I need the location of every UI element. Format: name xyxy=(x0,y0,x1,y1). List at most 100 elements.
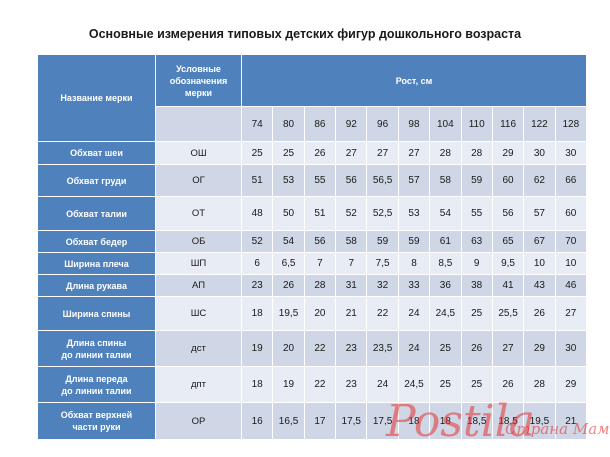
value-cell: 57 xyxy=(524,197,556,231)
value-cell: 56,5 xyxy=(367,165,399,197)
value-cell: 59 xyxy=(398,231,431,253)
value-cell: 6,5 xyxy=(273,253,305,275)
heights-row: 74 80 86 92 96 98 104 110 116 122 128 xyxy=(38,107,588,142)
height-cell: 110 xyxy=(461,107,493,142)
value-cell: 6 xyxy=(242,253,274,275)
value-cell: 63 xyxy=(461,231,493,253)
value-cell: 19 xyxy=(273,367,305,403)
value-cell: 7 xyxy=(304,253,337,275)
value-cell: 10 xyxy=(555,253,588,275)
value-cell: 26 xyxy=(273,275,305,297)
measure-name-line: до линии талии xyxy=(61,349,132,360)
value-cell: 18 xyxy=(430,403,462,440)
measure-name: Обхват бедер xyxy=(38,231,156,253)
measure-code: дпт xyxy=(156,367,242,403)
value-cell: 25 xyxy=(242,142,274,165)
value-cell: 20 xyxy=(304,297,337,331)
value-cell: 25 xyxy=(273,142,305,165)
value-cell: 23,5 xyxy=(367,331,399,367)
value-cell: 8 xyxy=(398,253,431,275)
value-cell: 18,5 xyxy=(492,403,525,440)
value-cell: 25 xyxy=(461,297,493,331)
header-row: Название мерки Условные обозначения мерк… xyxy=(38,55,588,142)
value-cell: 66 xyxy=(555,165,588,197)
value-cell: 46 xyxy=(555,275,588,297)
value-cell: 57 xyxy=(398,165,431,197)
measure-name: Ширина спины xyxy=(38,297,156,331)
value-cell: 17,5 xyxy=(367,403,399,440)
value-cell: 20 xyxy=(273,331,305,367)
value-cell: 19,5 xyxy=(524,403,556,440)
value-cell: 16 xyxy=(242,403,274,440)
table-row: Обхват бедер ОБ 52 54 56 58 59 59 61 63 65 67 70 xyxy=(38,231,588,253)
value-cell: 30 xyxy=(555,331,588,367)
measure-name: Обхват талии xyxy=(38,197,156,231)
table-row: Ширина плеча ШП 6 6,5 7 7 7,5 8 8,5 9 9,5 10 10 xyxy=(38,253,588,275)
value-cell: 56 xyxy=(304,231,337,253)
table-row: Длина переда до линии талии дпт 18 19 22 23 24 2… xyxy=(38,367,588,403)
table-row: Обхват шеи ОШ 25 25 26 27 27 27 28 28 29 30 30 xyxy=(38,142,588,165)
table-row: Ширина спины ШС 18 19,5 20 21 22 24 24,5 25 25,5 26… xyxy=(38,297,588,331)
measure-code: ШП xyxy=(156,253,242,275)
measure-name-line: Ширина плеча xyxy=(64,258,129,269)
header-name: Название мерки xyxy=(38,55,156,142)
measure-name-line: до линии талии xyxy=(61,385,132,396)
measure-name: Длина спины до линии талии xyxy=(38,331,156,367)
value-cell: 27 xyxy=(555,297,588,331)
value-cell: 54 xyxy=(430,197,462,231)
value-cell: 28 xyxy=(524,367,556,403)
measure-name: Обхват верхней части руки xyxy=(38,403,156,440)
value-cell: 18 xyxy=(398,403,431,440)
value-cell: 55 xyxy=(304,165,337,197)
value-cell: 9 xyxy=(461,253,493,275)
value-cell: 67 xyxy=(524,231,556,253)
value-cell: 23 xyxy=(242,275,274,297)
height-cell: 74 xyxy=(242,107,274,142)
measure-name: Длина рукава xyxy=(38,275,156,297)
height-cell: 92 xyxy=(336,107,368,142)
measure-code: ШС xyxy=(156,297,242,331)
measure-name-line: Обхват талии xyxy=(66,208,127,219)
height-cell: 128 xyxy=(555,107,588,142)
value-cell: 53 xyxy=(398,197,431,231)
measure-code: дст xyxy=(156,331,242,367)
value-cell: 22 xyxy=(304,331,337,367)
value-cell: 21 xyxy=(336,297,368,331)
value-cell: 25 xyxy=(430,367,462,403)
value-cell: 26 xyxy=(304,142,337,165)
header-height: Рост, см xyxy=(242,55,588,107)
measure-name-line: Обхват верхней xyxy=(60,410,133,420)
value-cell: 28 xyxy=(430,142,462,165)
value-cell: 24 xyxy=(398,331,431,367)
value-cell: 26 xyxy=(492,367,525,403)
measure-name: Обхват шеи xyxy=(38,142,156,165)
value-cell: 7 xyxy=(336,253,368,275)
value-cell: 24 xyxy=(398,297,431,331)
header-code-line: обозначения xyxy=(169,75,228,86)
height-cell: 104 xyxy=(430,107,462,142)
value-cell: 52 xyxy=(242,231,274,253)
value-cell: 59 xyxy=(461,165,493,197)
value-cell: 25,5 xyxy=(492,297,525,331)
value-cell: 58 xyxy=(430,165,462,197)
header-code-line: Условные xyxy=(176,63,221,74)
value-cell: 52 xyxy=(336,197,368,231)
value-cell: 25 xyxy=(461,367,493,403)
value-cell: 51 xyxy=(242,165,274,197)
value-cell: 27 xyxy=(492,331,525,367)
value-cell: 18,5 xyxy=(461,403,493,440)
measure-name-line: Обхват груди xyxy=(66,175,127,186)
header-code-line: мерки xyxy=(184,87,213,98)
value-cell: 31 xyxy=(336,275,368,297)
measure-code: ОГ xyxy=(156,165,242,197)
value-cell: 17 xyxy=(304,403,337,440)
value-cell: 52,5 xyxy=(367,197,399,231)
value-cell: 23 xyxy=(336,367,368,403)
table-row: Обхват талии ОТ 48 50 51 52 52,5 53 54 55 56 57 60 xyxy=(38,197,588,231)
value-cell: 58 xyxy=(336,231,368,253)
value-cell: 33 xyxy=(398,275,431,297)
value-cell: 43 xyxy=(524,275,556,297)
value-cell: 70 xyxy=(555,231,588,253)
value-cell: 25 xyxy=(430,331,462,367)
measure-code: ОШ xyxy=(156,142,242,165)
